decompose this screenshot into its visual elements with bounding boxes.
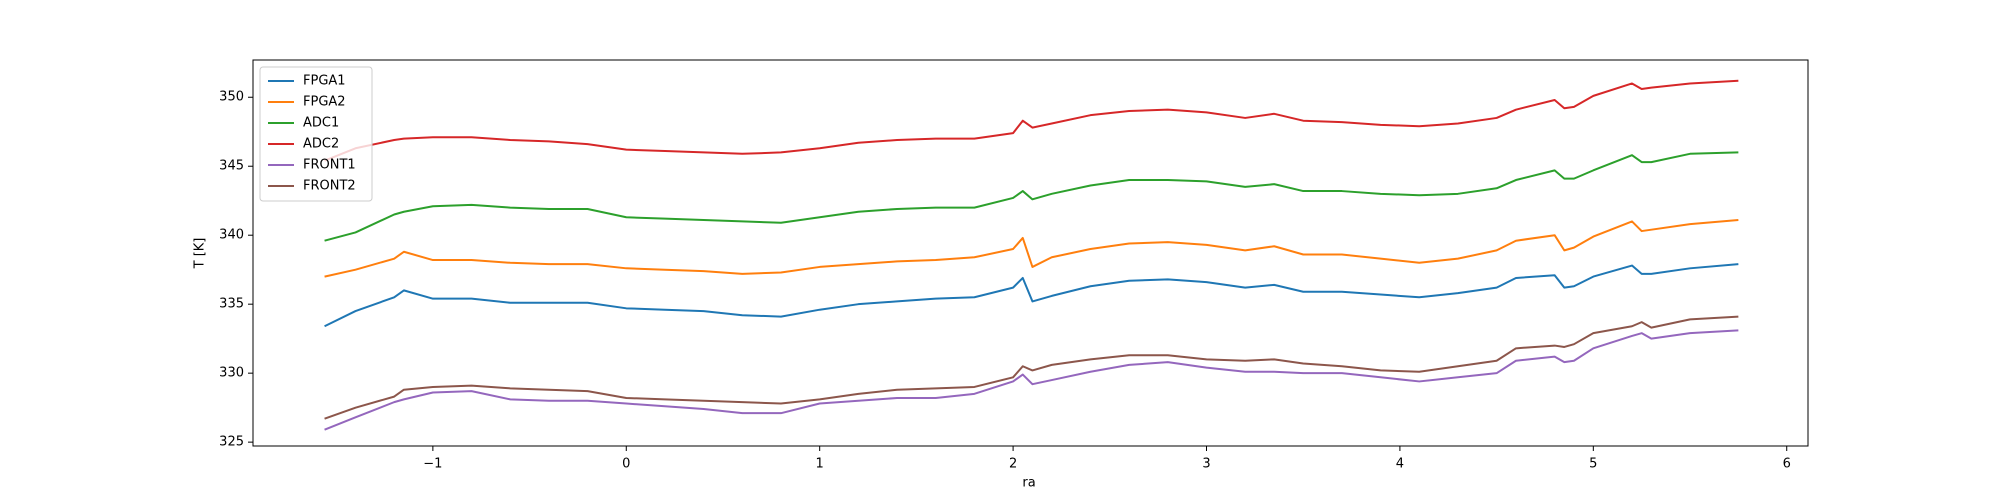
y-tick-label: 340: [219, 228, 244, 243]
x-tick-label: 6: [1783, 457, 1791, 472]
legend-label: FPGA2: [303, 95, 346, 110]
y-tick-label: 345: [219, 159, 244, 174]
legend-label: FPGA1: [303, 74, 346, 89]
y-axis-label: T [K]: [193, 238, 208, 270]
legend-box: [259, 66, 373, 202]
x-tick-label: 1: [816, 457, 824, 472]
series-line: [324, 151, 1739, 242]
legend-label: FRONT2: [303, 179, 356, 194]
x-tick-label: 4: [1396, 457, 1404, 472]
series-line: [324, 315, 1739, 420]
legend-label: ADC2: [303, 137, 339, 152]
series-line: [324, 329, 1739, 431]
x-tick-label: 5: [1589, 457, 1597, 472]
x-tick-label: 3: [1202, 457, 1210, 472]
x-tick-label: 2: [1009, 457, 1017, 472]
legend-label: FRONT1: [303, 158, 356, 173]
y-tick-label: 350: [219, 90, 244, 105]
plot-frame: [252, 59, 1809, 447]
legend-label: ADC1: [303, 116, 339, 131]
series-line: [324, 263, 1739, 328]
y-tick-label: 330: [219, 366, 244, 381]
x-axis-label: ra: [1022, 476, 1035, 491]
x-tick-label: −1: [423, 457, 442, 472]
y-tick-label: 325: [219, 435, 244, 450]
series-line: [324, 219, 1739, 278]
series-line: [324, 79, 1739, 162]
y-tick-label: 335: [219, 297, 244, 312]
legend: FPGA1 FPGA2 ADC1 ADC2 FRONT1 FRONT2: [259, 66, 373, 202]
x-tick-label: 0: [622, 457, 630, 472]
